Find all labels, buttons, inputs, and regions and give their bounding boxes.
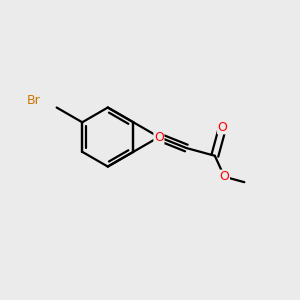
Text: O: O (154, 130, 164, 143)
Text: O: O (218, 121, 227, 134)
Text: O: O (220, 170, 229, 183)
Text: Br: Br (27, 94, 41, 106)
